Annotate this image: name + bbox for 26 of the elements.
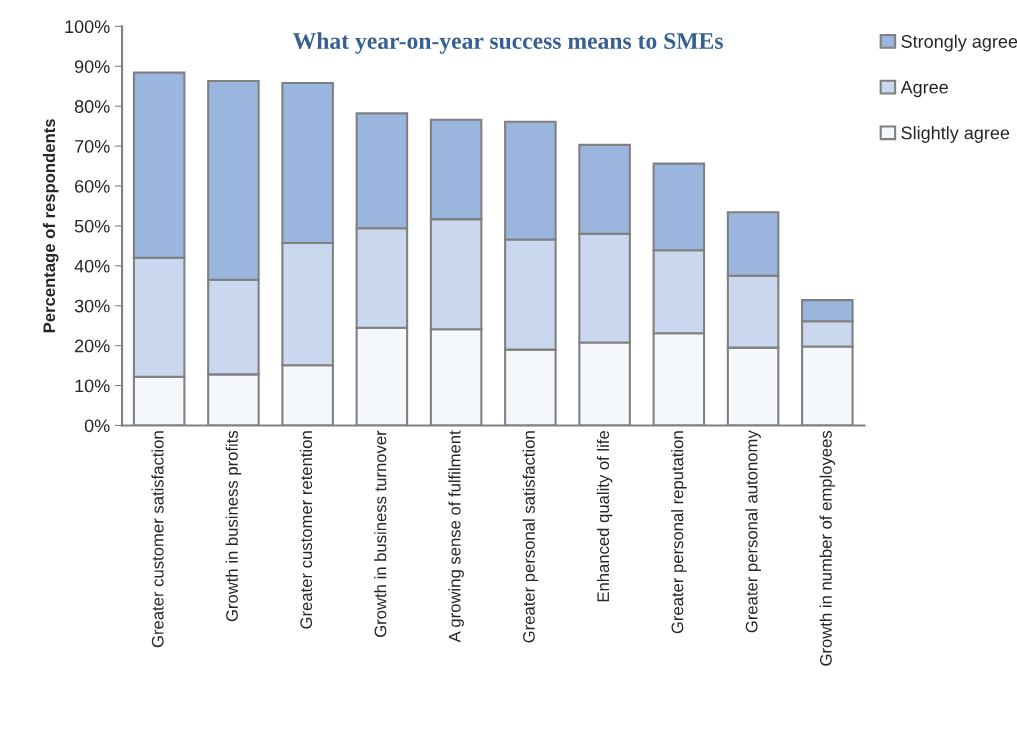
y-tick-label: 10%	[75, 379, 110, 393]
y-tick-label: 50%	[74, 219, 110, 233]
y-tick-label: 30%	[74, 299, 110, 313]
x-tick-label: Greater personal autonomy	[745, 430, 761, 633]
x-tick-label: Greater personal satisfaction	[522, 431, 539, 643]
y-tick-label: 70%	[75, 140, 110, 153]
legend-label: Agree	[900, 81, 948, 98]
x-tick-label: Greater personal reputation	[671, 431, 687, 634]
x-tick-label: A growing sense of fulfilment	[448, 430, 464, 643]
x-tick-label: Greater customer satisfaction	[151, 431, 164, 648]
y-axis-title: Percentage of respondents	[42, 119, 59, 333]
chart-title: What year-on-year success means to SMEs	[292, 32, 723, 54]
x-tick-label: Enhanced quality of life	[596, 431, 613, 602]
y-tick-label: 100%	[65, 20, 110, 34]
y-tick-label: 0%	[84, 419, 110, 433]
x-tick-label: Growth in business turnover	[374, 430, 387, 637]
x-tick-label: Growth in number of employees	[819, 430, 836, 666]
legend-label: Strongly agree	[901, 34, 1017, 52]
legend-label: Slightly agree	[901, 126, 1010, 143]
y-tick-label: 20%	[75, 339, 110, 353]
y-tick-label: 60%	[75, 179, 110, 193]
y-tick-label: 90%	[74, 60, 110, 73]
x-tick-label: Growth in business profits	[225, 430, 242, 622]
y-tick-label: 40%	[74, 259, 110, 273]
y-tick-label: 80%	[74, 100, 110, 113]
x-tick-label: Greater customer retention	[299, 431, 313, 629]
